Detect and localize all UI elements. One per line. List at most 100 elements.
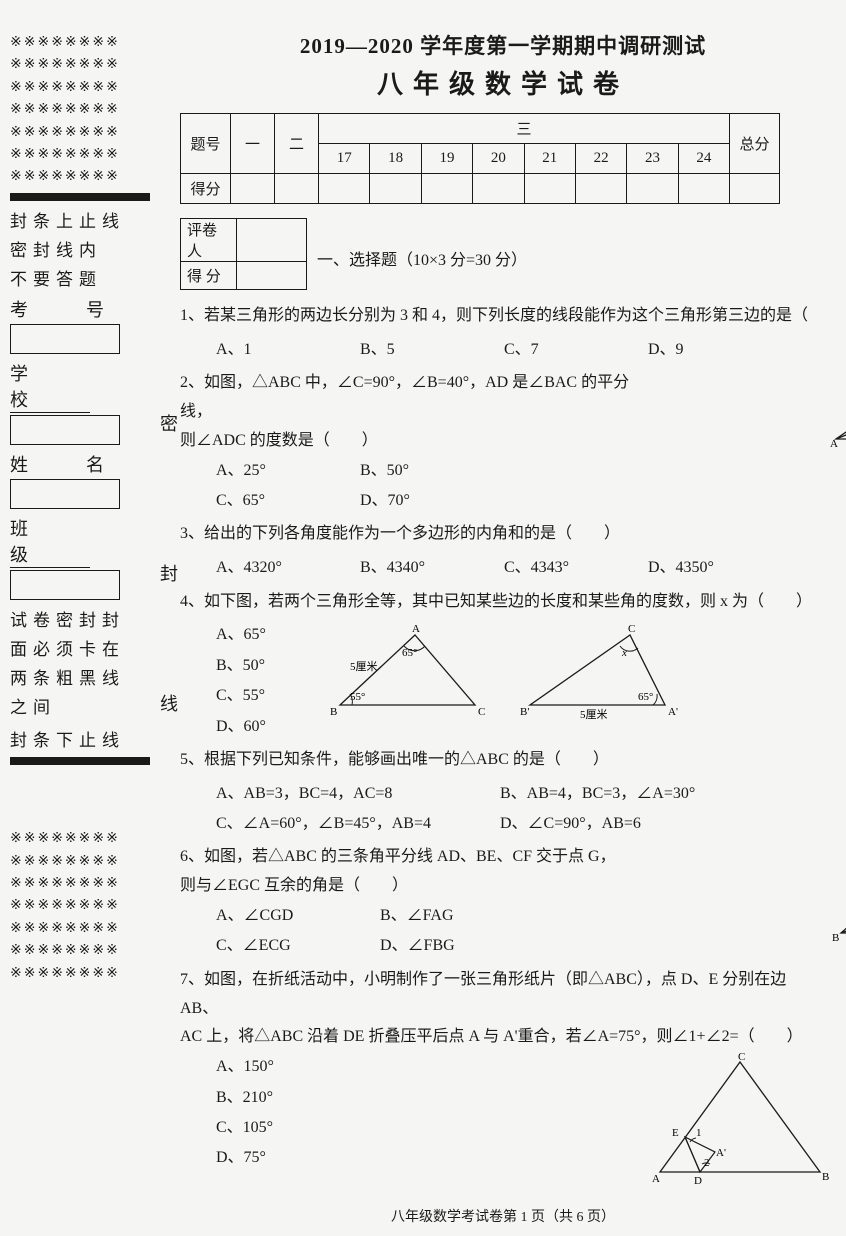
q5-stem: 5、根据下列已知条件，能够画出唯一的△ABC 的是（ ） xyxy=(180,751,609,768)
svg-text:1: 1 xyxy=(696,1127,702,1139)
score-header-no: 题号 xyxy=(181,114,231,174)
section-1-title: 一、选择题（10×3 分=30 分） xyxy=(317,246,527,270)
exam-number-label: 考 号 xyxy=(10,296,170,322)
q3-stem: 3、给出的下列各角度能作为一个多边形的内角和的是（ ） xyxy=(180,525,620,542)
score-cell[interactable] xyxy=(421,174,472,204)
q6-opt-a: A、∠CGD xyxy=(216,901,376,931)
grader-score-label: 得 分 xyxy=(181,262,237,290)
score-cell[interactable] xyxy=(627,174,678,204)
q4-opt-a: A、65° xyxy=(216,620,310,650)
svg-text:65°: 65° xyxy=(402,647,417,659)
score-cell[interactable] xyxy=(473,174,524,204)
q6-stem2: 则与∠EGC 互余的角是（ ） xyxy=(180,877,408,894)
question-7: 7、如图，在折纸活动中，小明制作了一张三角形纸片（即△ABC），点 D、E 分别… xyxy=(180,966,826,1190)
deco-pattern-bottom: ※※※※※※※※※※※※※※※※ ※※※※※※※※※※※※※※※※ ※※※※※※… xyxy=(10,826,120,983)
q7-opt-d: D、75° xyxy=(216,1143,380,1173)
q2-stem1: 2、如图，△ABC 中，∠C=90°，∠B=40°，AD 是∠BAC 的平分线， xyxy=(180,374,629,420)
q5-opt-a: A、AB=3，BC=4，AC=8 xyxy=(216,779,496,809)
score-cell[interactable] xyxy=(370,174,421,204)
score-cell[interactable] xyxy=(275,174,319,204)
question-5: 5、根据下列已知条件，能够画出唯一的△ABC 的是（ ） xyxy=(180,746,826,775)
q4-stem: 4、如下图，若两个三角形全等，其中已知某些边的长度和某些角的度数，则 x 为（ … xyxy=(180,593,812,610)
q1-stem: 1、若某三角形的两边长分别为 3 和 4，则下列长度的线段能作为这个三角形第三边… xyxy=(180,307,808,324)
score-cell[interactable] xyxy=(524,174,575,204)
class-field[interactable] xyxy=(10,570,120,600)
score-sub-24: 24 xyxy=(678,144,729,174)
q2-opt-a: A、25° xyxy=(216,456,356,486)
exam-content: 2019—2020 学年度第一学期期中调研测试 八年级数学试卷 题号 一 二 三… xyxy=(170,20,836,1226)
score-sub-21: 21 xyxy=(524,144,575,174)
q4-figure-2: A' B' C x 65° 5厘米 xyxy=(510,620,690,742)
score-sub-19: 19 xyxy=(421,144,472,174)
question-4: 4、如下图，若两个三角形全等，其中已知某些边的长度和某些角的度数，则 x 为（ … xyxy=(180,588,826,617)
name-field[interactable] xyxy=(10,479,120,509)
q7-stem2: AC 上，将△ABC 沿着 DE 折叠压平后点 A 与 A'重合，若∠A=75°… xyxy=(180,1028,803,1045)
score-cell[interactable] xyxy=(319,174,370,204)
class-label: 班 级 xyxy=(10,515,90,568)
score-sub-18: 18 xyxy=(370,144,421,174)
q1-opt-c: C、7 xyxy=(504,335,644,365)
q2-opt-b: B、50° xyxy=(360,456,500,486)
q6-figure: A B C D E F G xyxy=(826,833,846,961)
svg-text:A: A xyxy=(830,438,838,450)
score-col-3: 三 xyxy=(319,114,730,144)
svg-text:C: C xyxy=(738,1051,745,1063)
score-cell[interactable] xyxy=(730,174,780,204)
seal-bottom-label: 封条下止线 xyxy=(10,726,170,751)
q2-figure: A B C D 40° xyxy=(826,369,846,457)
seal-note-1: 试卷密封封 xyxy=(10,606,170,631)
q5-opt-b: B、AB=4，BC=3，∠A=30° xyxy=(500,779,780,809)
seal-top-label: 封条上止线 xyxy=(10,207,170,232)
q4-opt-b: B、50° xyxy=(216,651,310,681)
thick-divider xyxy=(10,193,150,201)
q6-opt-d: D、∠FBG xyxy=(380,931,540,961)
seal-note-4: 之间 xyxy=(10,693,170,718)
seal-char-xian: 线 xyxy=(160,690,178,716)
exam-number-field[interactable] xyxy=(10,324,120,354)
svg-text:C: C xyxy=(478,706,485,718)
svg-text:D: D xyxy=(694,1175,702,1187)
q3-opt-c: C、4343° xyxy=(504,553,644,583)
q1-opt-d: D、9 xyxy=(648,335,788,365)
q4-opt-d: D、60° xyxy=(216,712,310,742)
svg-text:5厘米: 5厘米 xyxy=(350,660,378,673)
score-sub-23: 23 xyxy=(627,144,678,174)
q7-stem1: 7、如图，在折纸活动中，小明制作了一张三角形纸片（即△ABC），点 D、E 分别… xyxy=(180,971,786,1017)
svg-text:C: C xyxy=(628,623,635,635)
score-cell[interactable] xyxy=(575,174,626,204)
svg-text:A: A xyxy=(412,623,420,635)
q4-figure-1: A B C 65° 55° 5厘米 xyxy=(310,620,490,742)
q7-opt-a: A、150° xyxy=(216,1052,380,1082)
q2-opt-c: C、65° xyxy=(216,486,356,516)
question-2: 2、如图，△ABC 中，∠C=90°，∠B=40°，AD 是∠BAC 的平分线，… xyxy=(180,369,826,516)
grader-score-cell[interactable] xyxy=(237,262,307,290)
q7-opt-c: C、105° xyxy=(216,1113,380,1143)
school-field[interactable] xyxy=(10,415,120,445)
page-footer: 八年级数学考试卷第 1 页（共 6 页） xyxy=(180,1206,826,1226)
q3-options: A、4320° B、4340° C、4343° D、4350° xyxy=(180,553,826,583)
grader-cell[interactable] xyxy=(237,219,307,262)
no-answer-label: 不要答题 xyxy=(10,265,170,290)
q5-options: A、AB=3，BC=4，AC=8 B、AB=4，BC=3，∠A=30° C、∠A… xyxy=(180,779,826,840)
svg-text:B: B xyxy=(822,1171,829,1183)
seal-char-feng: 封 xyxy=(160,560,178,586)
q2-stem2: 则∠ADC 的度数是（ ） xyxy=(180,432,378,449)
score-sub-17: 17 xyxy=(319,144,370,174)
school-label: 学 校 xyxy=(10,360,90,413)
seal-char-mi: 密 xyxy=(160,410,178,436)
score-cell[interactable] xyxy=(231,174,275,204)
q4-opt-c: C、55° xyxy=(216,681,310,711)
question-6: 6、如图，若△ABC 的三条角平分线 AD、BE、CF 交于点 G， 则与∠EG… xyxy=(180,843,826,961)
svg-text:B': B' xyxy=(520,706,529,718)
q5-opt-d: D、∠C=90°，AB=6 xyxy=(500,809,780,839)
svg-text:5厘米: 5厘米 xyxy=(580,708,608,721)
thick-divider-2 xyxy=(10,757,150,765)
svg-text:A: A xyxy=(652,1173,660,1185)
score-col-1: 一 xyxy=(231,114,275,174)
seal-note-3: 两条粗黑线 xyxy=(10,664,170,689)
score-sub-22: 22 xyxy=(575,144,626,174)
q1-opt-a: A、1 xyxy=(216,335,356,365)
q3-opt-a: A、4320° xyxy=(216,553,356,583)
score-cell[interactable] xyxy=(678,174,729,204)
q3-opt-d: D、4350° xyxy=(648,553,788,583)
